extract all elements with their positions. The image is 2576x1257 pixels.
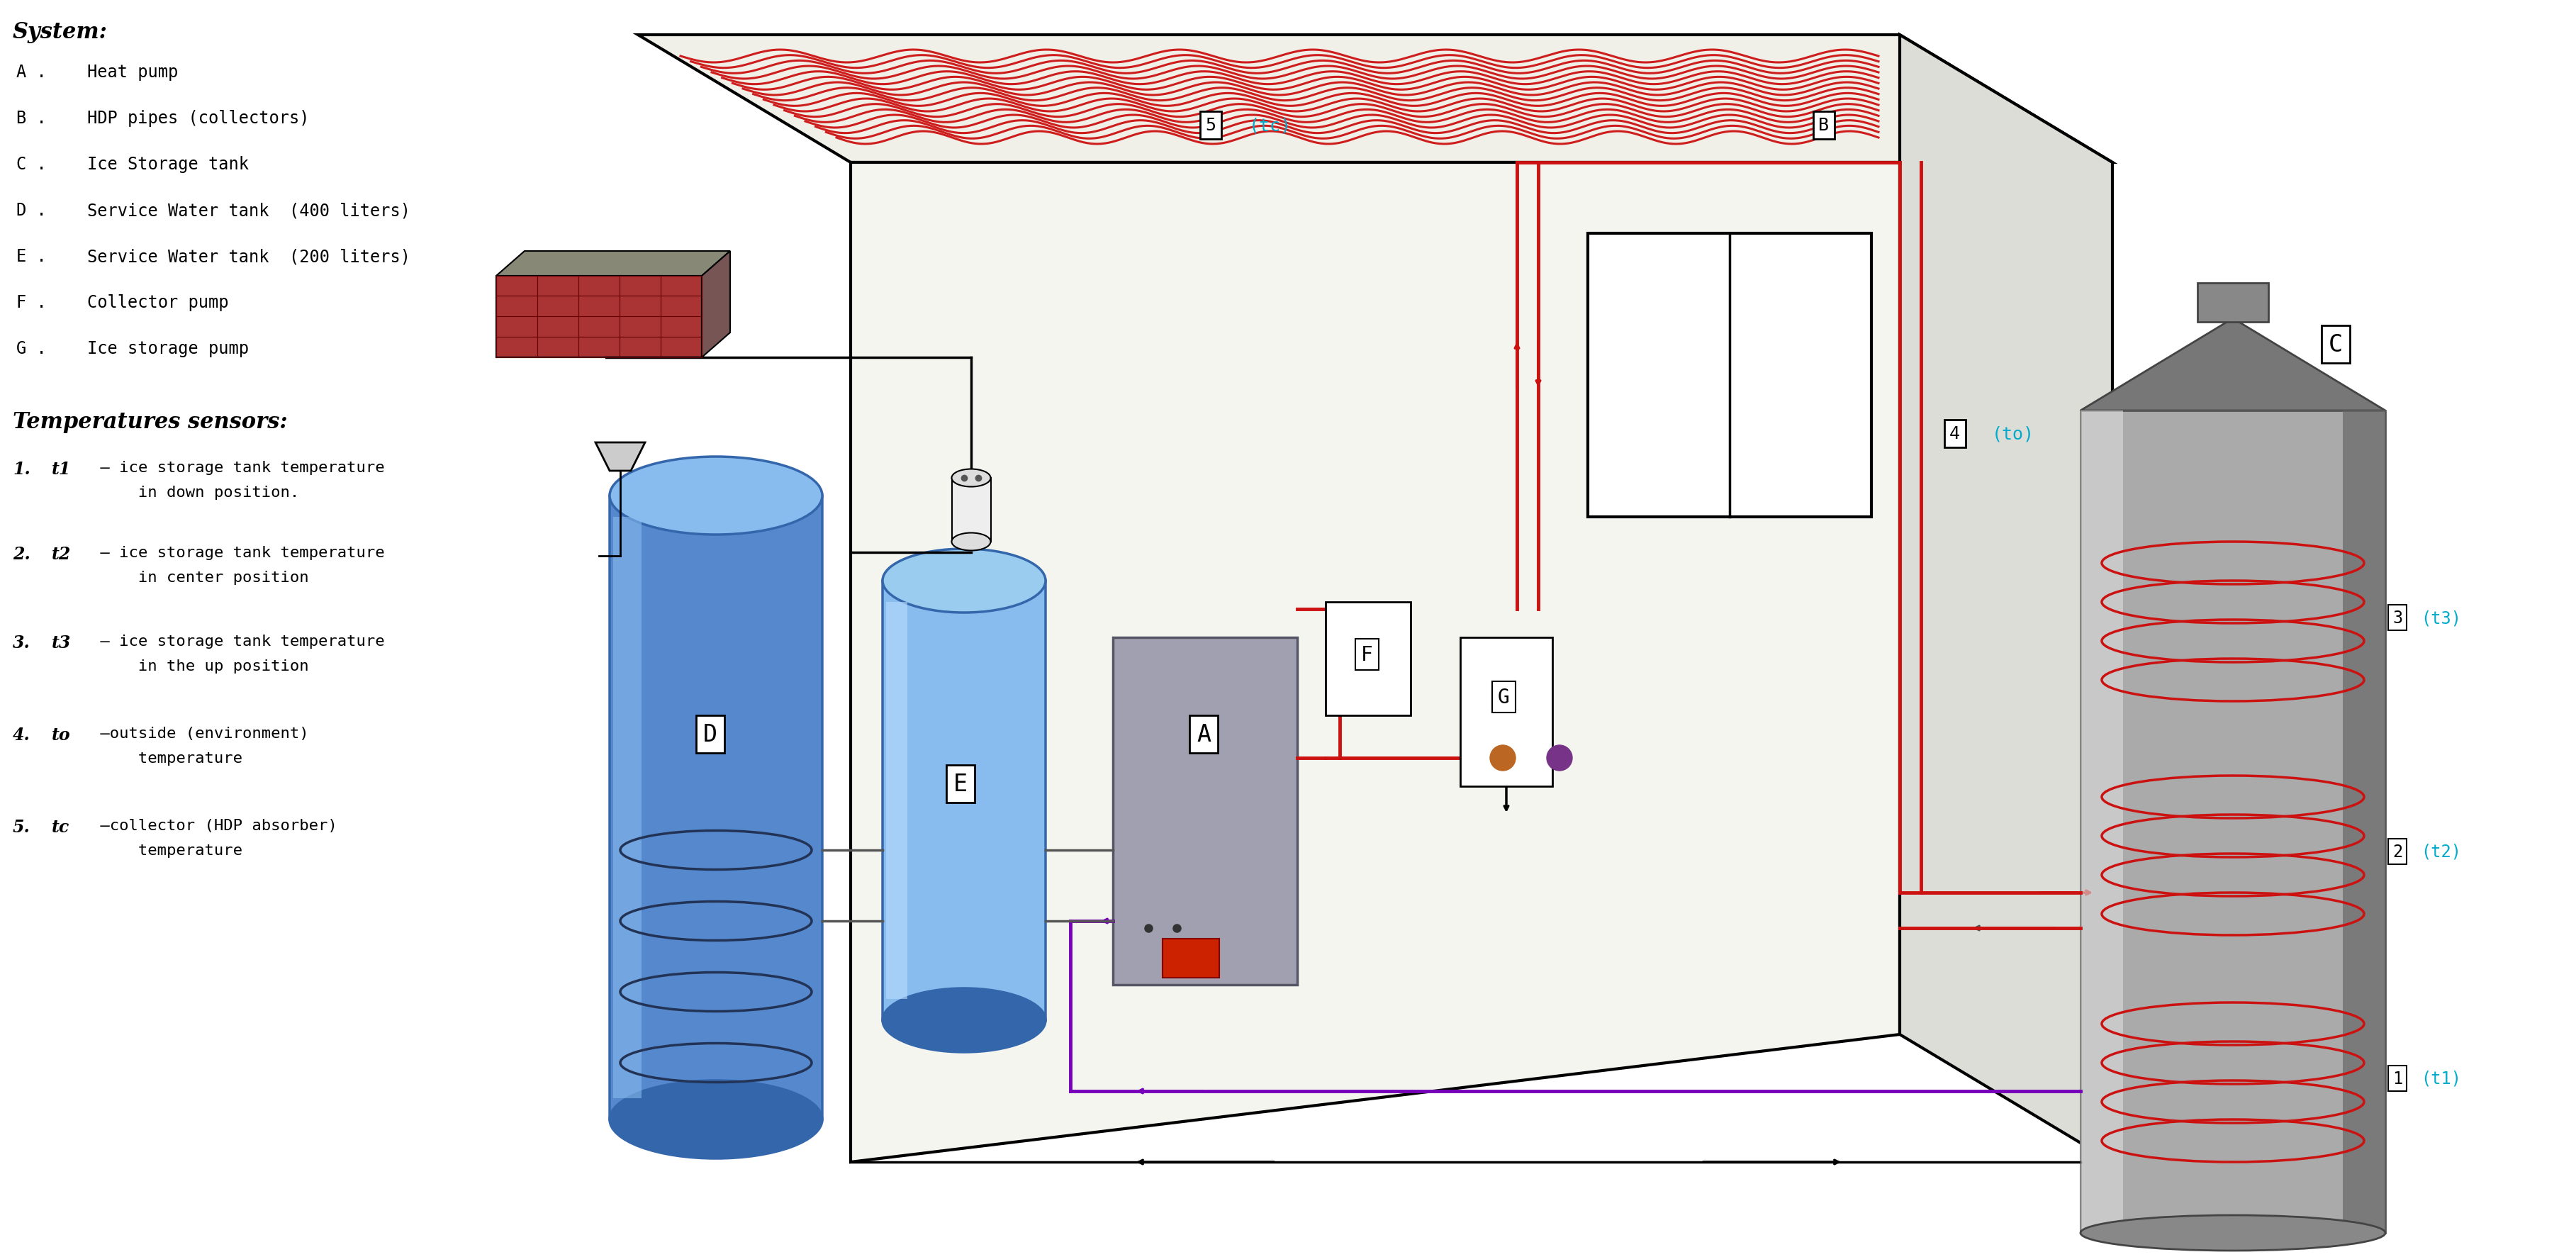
Text: – ice storage tank temperature: – ice storage tank temperature	[90, 635, 384, 649]
Text: temperature: temperature	[90, 752, 242, 766]
Ellipse shape	[2081, 1216, 2385, 1251]
Text: 3: 3	[2393, 610, 2403, 626]
Text: 2: 2	[2393, 843, 2403, 860]
Text: A: A	[1198, 723, 1211, 747]
Polygon shape	[595, 442, 644, 471]
Text: 3.: 3.	[13, 635, 31, 651]
Text: 2.: 2.	[13, 546, 31, 563]
Text: G: G	[1497, 688, 1510, 708]
Text: – ice storage tank temperature: – ice storage tank temperature	[90, 546, 384, 559]
Ellipse shape	[951, 533, 992, 551]
Text: in down position.: in down position.	[90, 485, 299, 499]
Text: in the up position: in the up position	[90, 659, 309, 674]
FancyBboxPatch shape	[611, 497, 822, 1120]
Text: E .: E .	[15, 248, 46, 265]
Text: C: C	[2329, 333, 2344, 357]
FancyBboxPatch shape	[2197, 283, 2269, 322]
Text: 4: 4	[1950, 425, 1960, 442]
Text: 5.: 5.	[13, 818, 31, 836]
Text: A .: A .	[15, 64, 46, 80]
FancyBboxPatch shape	[613, 517, 641, 1099]
Ellipse shape	[884, 549, 1046, 613]
Polygon shape	[639, 35, 2112, 163]
Text: tc: tc	[52, 818, 70, 836]
Text: E: E	[953, 772, 969, 796]
Text: (t3): (t3)	[2421, 610, 2460, 626]
Polygon shape	[497, 277, 701, 358]
Text: – ice storage tank temperature: – ice storage tank temperature	[90, 460, 384, 475]
Text: Service Water tank  (400 liters): Service Water tank (400 liters)	[88, 202, 410, 219]
Text: Heat pump: Heat pump	[88, 64, 178, 80]
FancyBboxPatch shape	[1461, 637, 1553, 787]
Text: (tc): (tc)	[1249, 117, 1291, 134]
Text: Collector pump: Collector pump	[88, 294, 229, 310]
Text: F: F	[1360, 645, 1373, 665]
Text: Ice storage pump: Ice storage pump	[88, 341, 250, 357]
Text: to: to	[52, 727, 70, 743]
Text: G .: G .	[15, 341, 46, 357]
Text: temperature: temperature	[90, 843, 242, 857]
Polygon shape	[1899, 35, 2112, 1161]
Text: D .: D .	[15, 202, 46, 219]
Text: Temperatures sensors:: Temperatures sensors:	[13, 411, 289, 432]
FancyBboxPatch shape	[886, 602, 907, 999]
FancyBboxPatch shape	[884, 581, 1046, 1021]
Text: 5: 5	[1206, 117, 1216, 134]
Text: B .: B .	[15, 109, 46, 127]
Text: D: D	[703, 723, 719, 747]
Text: (t2): (t2)	[2421, 843, 2460, 860]
Text: –outside (environment): –outside (environment)	[90, 727, 309, 740]
Ellipse shape	[951, 469, 992, 488]
Ellipse shape	[611, 1081, 822, 1159]
Text: F .: F .	[15, 294, 46, 310]
Text: (to): (to)	[1991, 425, 2035, 442]
Text: t3: t3	[52, 635, 72, 651]
Circle shape	[1546, 745, 1571, 771]
Text: 1: 1	[2393, 1070, 2403, 1087]
FancyBboxPatch shape	[2081, 411, 2123, 1233]
Text: B: B	[1819, 117, 1829, 134]
Polygon shape	[701, 251, 729, 358]
Text: 4.: 4.	[13, 727, 31, 743]
Ellipse shape	[884, 988, 1046, 1052]
Circle shape	[1489, 745, 1515, 771]
FancyBboxPatch shape	[1327, 602, 1412, 715]
Text: (t1): (t1)	[2421, 1070, 2460, 1087]
Text: 1.: 1.	[13, 460, 31, 478]
FancyBboxPatch shape	[1113, 637, 1298, 985]
FancyBboxPatch shape	[2342, 411, 2385, 1233]
FancyBboxPatch shape	[953, 478, 992, 542]
Text: C .: C .	[15, 156, 46, 173]
Text: in center position: in center position	[90, 571, 309, 585]
Polygon shape	[2081, 319, 2385, 411]
Ellipse shape	[611, 458, 822, 535]
Text: t2: t2	[52, 546, 72, 563]
Text: Ice Storage tank: Ice Storage tank	[88, 156, 250, 173]
FancyBboxPatch shape	[2081, 411, 2385, 1233]
FancyBboxPatch shape	[1162, 939, 1218, 978]
Text: HDP pipes (collectors): HDP pipes (collectors)	[88, 109, 309, 127]
Polygon shape	[497, 251, 729, 277]
Text: –collector (HDP absorber): –collector (HDP absorber)	[90, 818, 337, 832]
Text: t1: t1	[52, 460, 72, 478]
Text: Service Water tank  (200 liters): Service Water tank (200 liters)	[88, 248, 410, 265]
FancyBboxPatch shape	[1587, 234, 1870, 517]
Text: System:: System:	[13, 21, 108, 43]
Polygon shape	[850, 163, 1899, 1161]
